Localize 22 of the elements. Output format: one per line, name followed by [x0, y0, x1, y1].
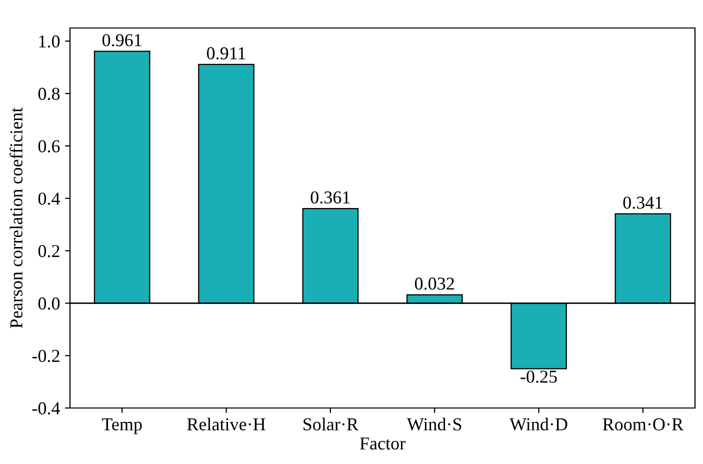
- data-label: 0.361: [310, 191, 350, 204]
- data-label: 0.032: [414, 278, 454, 290]
- x-tick-label: Wind·D: [510, 418, 568, 431]
- x-tick-label: Temp: [102, 418, 142, 434]
- y-tick-label: 0.4: [38, 192, 60, 205]
- x-tick-label: Solar·R: [304, 418, 358, 430]
- y-tick-label: 0.2: [38, 245, 60, 258]
- y-axis-title: Pearson correlation coefficient: [10, 107, 22, 328]
- x-tick-label: Relative·H: [187, 418, 266, 430]
- data-label: 0.961: [102, 34, 142, 46]
- y-tick-label: 0.0: [38, 297, 60, 310]
- data-label: 0.341: [623, 196, 662, 209]
- y-tick-label: 1.0: [39, 35, 60, 48]
- x-tick-label: Wind·S: [406, 418, 462, 431]
- y-tick-label: -0.4: [32, 402, 60, 415]
- x-axis-title: Factor: [360, 438, 406, 450]
- y-tick-label: -0.2: [32, 350, 60, 362]
- y-tick-label: 0.8: [38, 88, 60, 100]
- data-label: 0.911: [206, 47, 246, 60]
- y-tick-label: 0.6: [38, 140, 60, 152]
- data-label: -0.25: [520, 370, 557, 383]
- x-tick-label: Room·O·R: [602, 418, 684, 430]
